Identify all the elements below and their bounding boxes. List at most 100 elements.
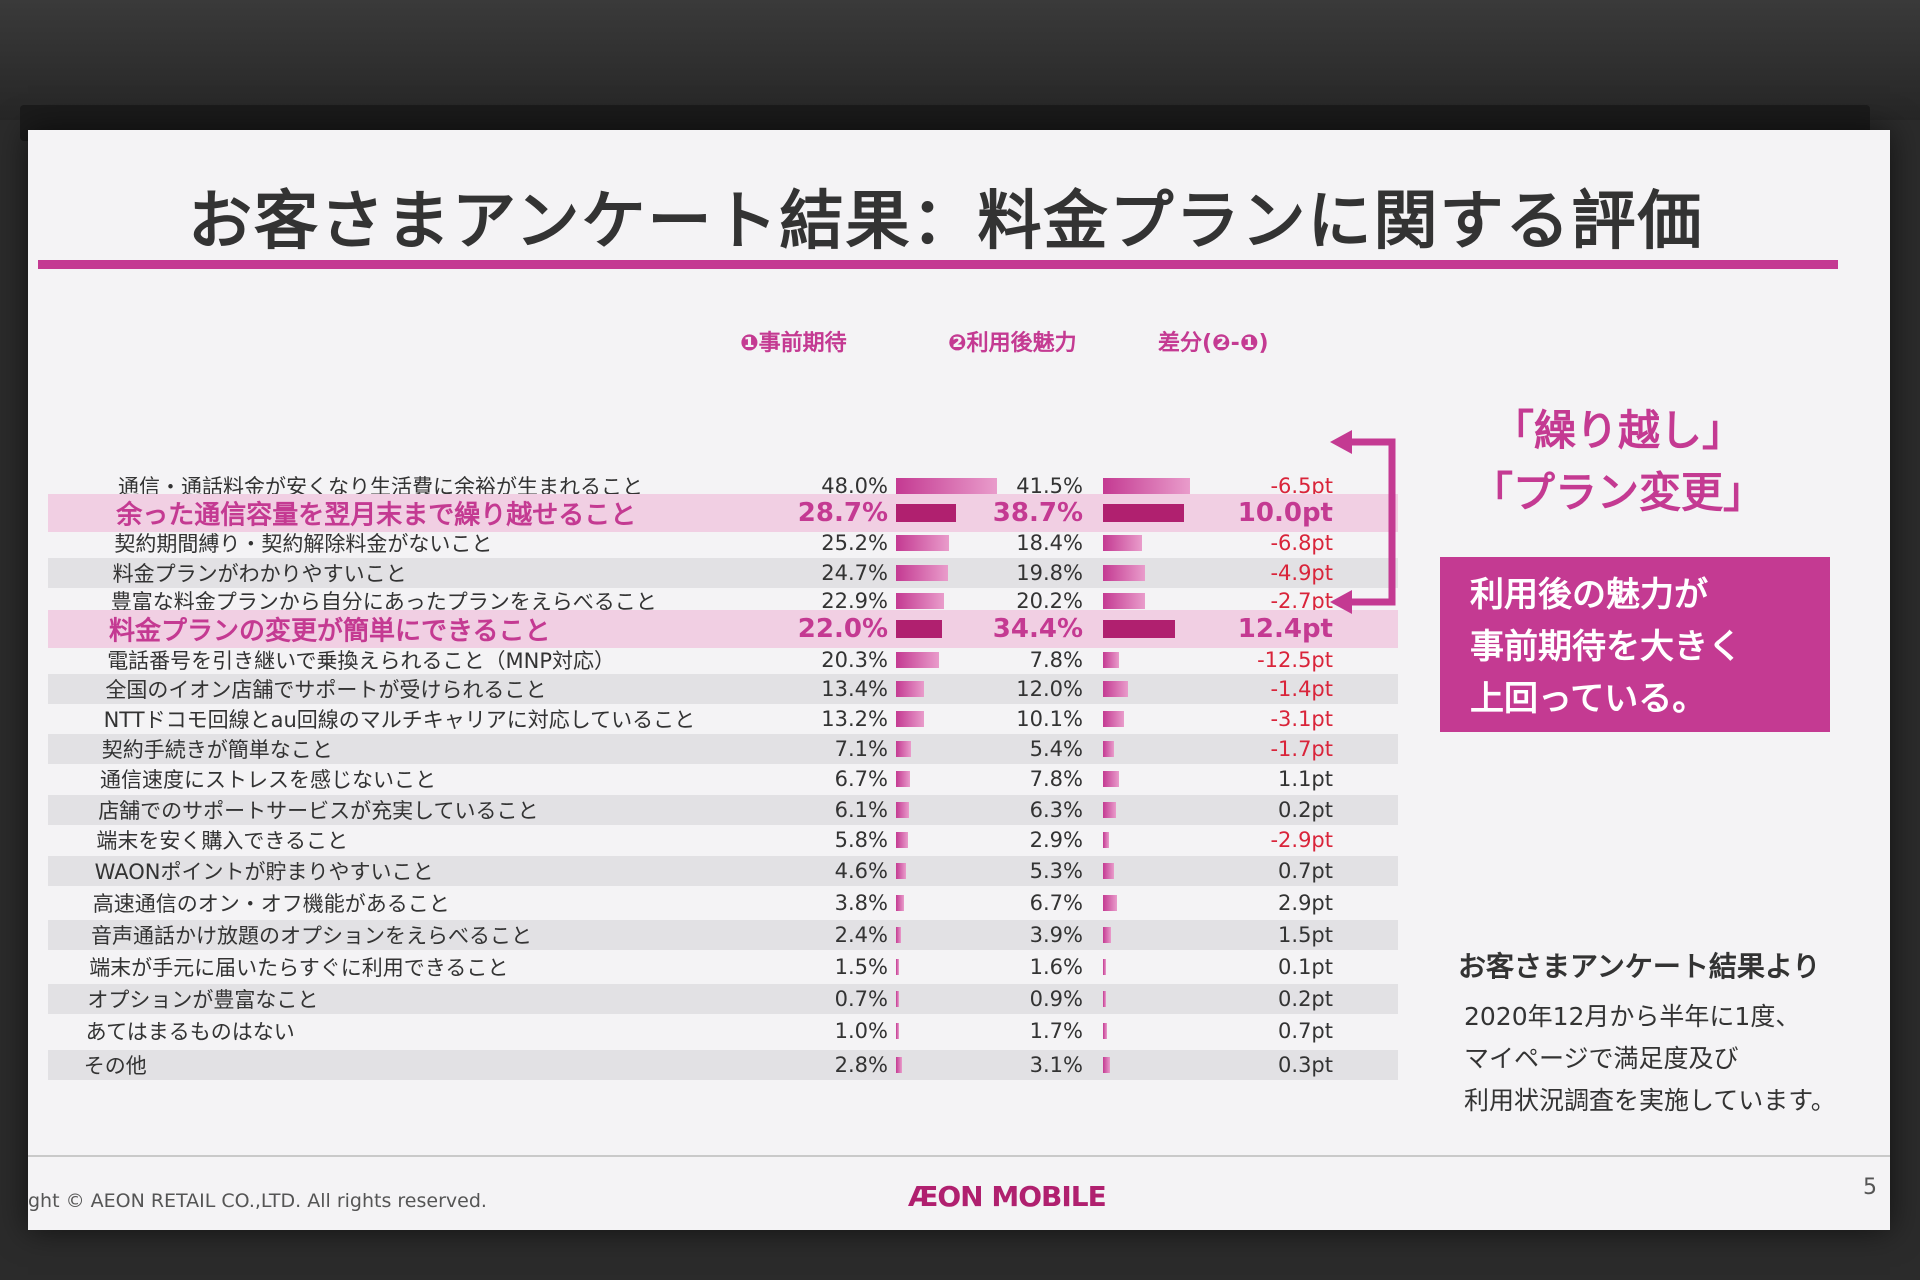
difference-value: 10.0pt — [1237, 498, 1333, 528]
callout-box-line: 利用後の魅力が — [1470, 575, 1708, 615]
table-row: オプションが豊富なこと 0.7% 0.9% 0.2pt — [48, 984, 1398, 1014]
difference-value: 0.7pt — [1278, 859, 1333, 883]
table-row: 契約手続きが簡単なこと 7.1% 5.4% -1.7pt — [48, 734, 1398, 764]
pre-expectation-value: 1.5% — [834, 955, 888, 979]
table-row: 店舗でのサポートサービスが充実していること 6.1% 6.3% 0.2pt — [48, 795, 1398, 825]
pre-expectation-value: 13.2% — [821, 707, 888, 731]
row-band — [48, 1050, 1398, 1080]
note-title: お客さまアンケート結果より — [1458, 950, 1821, 983]
post-appeal-bar — [1103, 741, 1115, 757]
pre-expectation-value: 5.8% — [834, 828, 888, 852]
callout-keyword-plan-change: 「プラン変更」 — [1470, 468, 1765, 517]
post-appeal-bar — [1103, 478, 1191, 494]
pre-expectation-bar — [896, 620, 943, 638]
pre-expectation-bar — [896, 832, 909, 848]
pre-expectation-value: 6.1% — [834, 798, 888, 822]
aeon-mobile-logo: ÆON MOBILE — [908, 1180, 1107, 1213]
post-appeal-bar — [1103, 535, 1142, 551]
table-row: 余った通信容量を翌月末まで繰り越せること 28.7% 38.7% 10.0pt — [48, 494, 1398, 532]
table-row: NTTドコモ回線とau回線のマルチキャリアに対応していること 13.2% 10.1%… — [48, 704, 1398, 734]
callout-keywords: 「繰り越し」 「プラン変更」 — [1468, 400, 1768, 524]
difference-value: 0.2pt — [1278, 798, 1333, 822]
pre-expectation-value: 28.7% — [797, 498, 888, 528]
row-label: NTTドコモ回線とau回線のマルチキャリアに対応していること — [103, 708, 696, 732]
pre-expectation-bar — [896, 927, 902, 943]
pre-expectation-value: 1.0% — [834, 1019, 888, 1043]
pre-expectation-value: 20.3% — [821, 648, 888, 672]
callout-box-line: 事前期待を大きく — [1470, 627, 1742, 667]
post-appeal-bar — [1103, 1023, 1107, 1039]
difference-value: -6.8pt — [1270, 531, 1333, 555]
table-row: 音声通話かけ放題のオプションをえらべること 2.4% 3.9% 1.5pt — [48, 920, 1398, 950]
pre-expectation-bar — [896, 863, 906, 879]
post-appeal-value: 0.9% — [1029, 987, 1083, 1011]
post-appeal-bar — [1103, 927, 1112, 943]
difference-value: -3.1pt — [1270, 707, 1333, 731]
post-appeal-bar — [1103, 771, 1120, 787]
difference-value: -1.4pt — [1270, 677, 1333, 701]
row-label: 高速通信のオン・オフ機能があること — [92, 892, 450, 916]
difference-value: 0.7pt — [1278, 1019, 1333, 1043]
pre-expectation-value: 7.1% — [834, 737, 888, 761]
post-appeal-value: 2.9% — [1029, 828, 1083, 852]
post-appeal-bar — [1103, 652, 1120, 668]
post-appeal-value: 7.8% — [1029, 767, 1083, 791]
pre-expectation-bar — [896, 1023, 899, 1039]
post-appeal-bar — [1103, 565, 1145, 581]
post-appeal-value: 1.6% — [1029, 955, 1083, 979]
pre-expectation-bar — [896, 478, 997, 494]
post-appeal-bar — [1103, 620, 1176, 638]
post-appeal-bar — [1103, 711, 1125, 727]
pre-expectation-value: 6.7% — [834, 767, 888, 791]
row-band — [48, 734, 1398, 764]
header-pre-expectation: ❶事前期待 — [740, 331, 847, 356]
pre-expectation-bar — [896, 593, 945, 609]
table-row: 料金プランがわかりやすいこと 24.7% 19.8% -4.9pt — [48, 558, 1398, 588]
copyright-text: ght © AEON RETAIL CO.,LTD. All rights re… — [28, 1190, 487, 1212]
table-row: 料金プランの変更が簡単にできること 22.0% 34.4% 12.4pt — [48, 610, 1398, 648]
pre-expectation-bar — [896, 535, 949, 551]
pre-expectation-bar — [896, 504, 957, 522]
table-row: 電話番号を引き継いで乗換えられること（MNP対応） 20.3% 7.8% -12.5p… — [48, 643, 1398, 677]
difference-value: -4.9pt — [1270, 561, 1333, 585]
row-band — [48, 920, 1398, 950]
pre-expectation-value: 4.6% — [834, 859, 888, 883]
post-appeal-value: 6.3% — [1029, 798, 1083, 822]
row-label: あてはまるものはない — [85, 1020, 295, 1044]
row-label: その他 — [83, 1054, 147, 1078]
post-appeal-bar — [1103, 504, 1185, 522]
row-band — [48, 558, 1398, 588]
difference-value: 0.3pt — [1278, 1053, 1333, 1077]
title-divider — [38, 260, 1838, 269]
post-appeal-value: 3.9% — [1029, 923, 1083, 947]
pre-expectation-bar — [896, 652, 939, 668]
row-label: 余った通信容量を翌月末まで繰り越せること — [116, 500, 637, 531]
row-label: 通信速度にストレスを感じないこと — [100, 768, 436, 792]
pre-expectation-bar — [896, 895, 904, 911]
row-band — [48, 674, 1398, 704]
pre-expectation-bar — [896, 959, 900, 975]
post-appeal-bar — [1103, 593, 1146, 609]
post-appeal-bar — [1103, 802, 1117, 818]
post-appeal-value: 10.1% — [1016, 707, 1083, 731]
header-difference: 差分(❷-❶) — [1158, 331, 1269, 356]
callout-keyword-carryover: 「繰り越し」 — [1491, 406, 1744, 455]
pre-expectation-value: 0.7% — [834, 987, 888, 1011]
pre-expectation-value: 13.4% — [821, 677, 888, 701]
note-line: マイページで満足度及び — [1464, 1044, 1739, 1073]
row-label: 契約手続きが簡単なこと — [101, 738, 333, 762]
row-band — [48, 984, 1398, 1014]
post-appeal-bar — [1103, 863, 1115, 879]
row-label: 契約期間縛り・契約解除料金がないこと — [114, 532, 493, 556]
pre-expectation-value: 24.7% — [821, 561, 888, 585]
post-appeal-value: 5.3% — [1029, 859, 1083, 883]
post-appeal-value: 34.4% — [992, 614, 1083, 644]
callout-box-line: 上回っている。 — [1470, 679, 1707, 719]
difference-value: 2.9pt — [1278, 891, 1333, 915]
post-appeal-bar — [1103, 991, 1106, 1007]
note-line: 2020年12月から半年に1度、 — [1464, 1002, 1801, 1031]
post-appeal-value: 5.4% — [1029, 737, 1083, 761]
survey-table: 通信・通話料金が安くなり生活費に余裕が生まれること 48.0% 41.5% -6.5p… — [28, 130, 1890, 1230]
table-row: 契約期間縛り・契約解除料金がないこと 25.2% 18.4% -6.8pt — [48, 528, 1398, 558]
row-label: オプションが豊富なこと — [87, 988, 319, 1012]
